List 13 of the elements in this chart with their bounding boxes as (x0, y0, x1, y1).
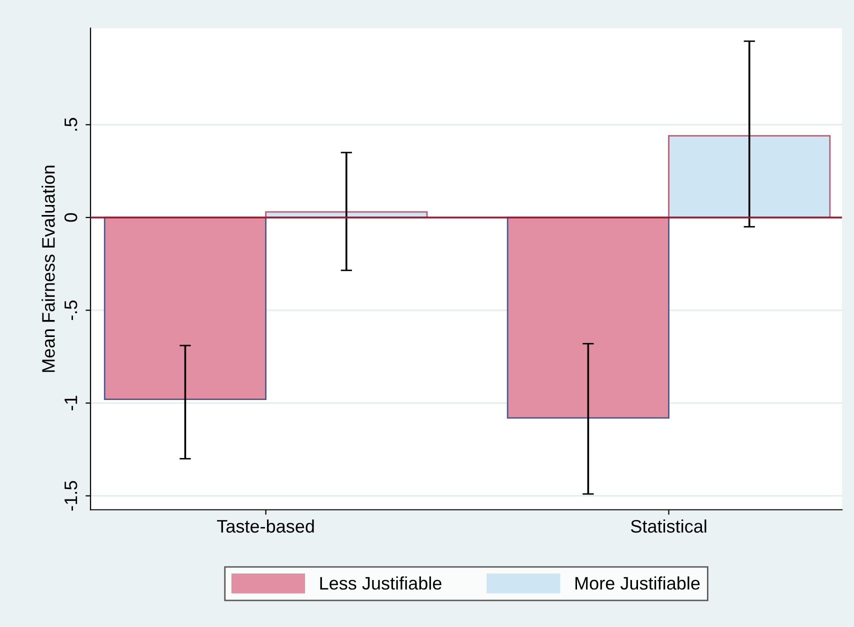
y-tick-label: .5 (64, 118, 78, 131)
y-tick-label: -1 (64, 396, 78, 410)
bar (668, 135, 831, 218)
bar (506, 216, 670, 419)
legend-label: More Justifiable (576, 576, 700, 590)
y-tick-label: 0 (64, 213, 78, 222)
y-tick-label: -1.5 (64, 481, 78, 511)
y-tick-label: -.5 (64, 300, 78, 320)
x-tick-label: Taste-based (217, 519, 314, 533)
legend-label: Less Justifiable (320, 576, 442, 590)
x-tick-label: Statistical (630, 519, 706, 533)
y-axis-title: Mean Fairness Evaluation (42, 166, 55, 372)
bar (104, 216, 267, 400)
